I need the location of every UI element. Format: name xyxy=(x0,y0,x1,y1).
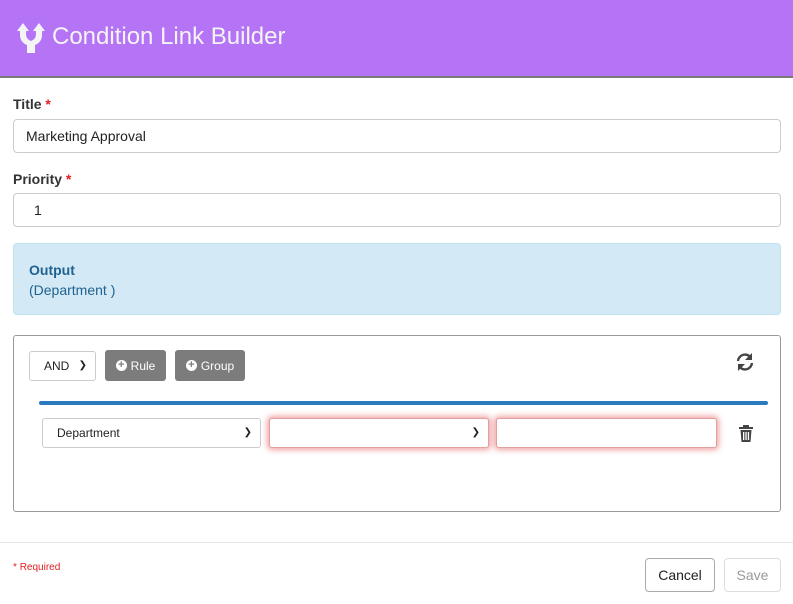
cancel-button[interactable]: Cancel xyxy=(645,558,715,592)
field-select[interactable]: Department ❯ xyxy=(42,418,261,448)
app-header: Condition Link Builder xyxy=(0,0,793,78)
output-panel: Output (Department ) xyxy=(13,243,781,315)
chevron-down-icon: ❯ xyxy=(243,426,252,438)
output-heading: Output xyxy=(29,262,75,278)
group-divider xyxy=(39,401,768,405)
save-button[interactable]: Save xyxy=(724,558,781,592)
chevron-down-icon: ❯ xyxy=(471,426,480,438)
title-input[interactable]: Marketing Approval xyxy=(13,119,781,153)
operator-select[interactable]: ❯ xyxy=(269,418,489,448)
condition-select[interactable]: AND ❯ xyxy=(29,351,96,381)
title-label: Title * xyxy=(13,96,51,112)
split-arrows-icon xyxy=(17,23,45,53)
value-input[interactable] xyxy=(496,418,717,448)
priority-input[interactable]: 1 xyxy=(13,193,781,227)
query-builder xyxy=(13,335,781,512)
add-group-button[interactable]: + Group xyxy=(175,350,245,381)
priority-label: Priority * xyxy=(13,171,72,187)
chevron-down-icon: ❯ xyxy=(78,359,87,371)
trash-icon[interactable] xyxy=(738,425,754,443)
required-note: * Required xyxy=(13,562,61,573)
plus-circle-icon: + xyxy=(185,360,197,371)
page-title: Condition Link Builder xyxy=(52,23,286,50)
plus-circle-icon: + xyxy=(115,360,127,371)
add-rule-button[interactable]: + Rule xyxy=(105,350,166,381)
output-value: (Department ) xyxy=(29,282,116,298)
refresh-icon[interactable] xyxy=(735,352,755,372)
footer-divider xyxy=(0,542,793,543)
